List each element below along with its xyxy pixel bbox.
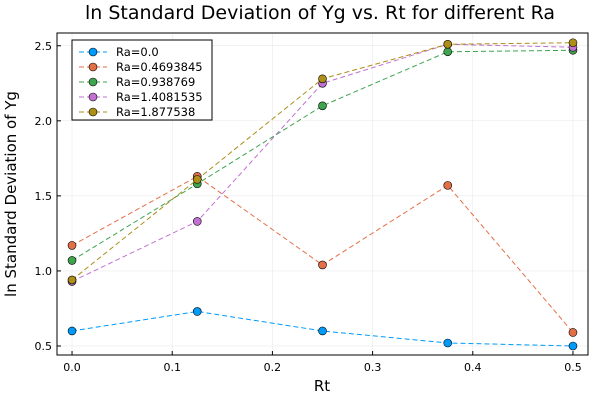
x-tick-label: 0.3: [364, 361, 382, 374]
series-1: [67, 307, 578, 351]
series-line: [71, 310, 573, 347]
legend-entry: Ra=1.877538: [79, 105, 195, 119]
legend: Ra=0.0Ra=0.4693845Ra=0.938769Ra=1.408153…: [71, 39, 213, 121]
legend-marker: [88, 62, 98, 72]
data-point: [443, 47, 453, 57]
data-point: [318, 101, 327, 111]
legend-label: Ra=0.938769: [116, 75, 195, 89]
series-5: [67, 38, 578, 285]
series-line: [71, 175, 574, 333]
legend-entry: Ra=1.4081535: [79, 90, 203, 104]
legend-marker: [88, 77, 98, 87]
legend-label: Ra=0.0: [116, 45, 159, 59]
data-point: [318, 326, 327, 336]
data-point: [67, 326, 77, 336]
legend-entry: Ra=0.0: [79, 45, 159, 59]
data-point: [192, 175, 202, 184]
plot-frame: [56, 32, 589, 356]
legend-label: Ra=0.4693845: [116, 60, 203, 74]
legend-marker: [88, 107, 98, 117]
legend-marker: [88, 47, 98, 57]
y-tick-label: 1.0: [35, 265, 53, 278]
y-tick-label: 2.5: [35, 40, 53, 53]
x-axis-title: Rt: [314, 377, 330, 395]
legend-entry: Ra=0.4693845: [79, 60, 203, 74]
y-tick-label: 1.5: [35, 190, 53, 203]
legend-label: Ra=1.4081535: [116, 90, 203, 104]
series-line: [71, 49, 573, 261]
y-tick-label: 0.5: [35, 340, 53, 353]
plot-series: [67, 38, 578, 351]
chart-title: ln Standard Deviation of Yg vs. Rt for d…: [85, 2, 555, 24]
data-point: [443, 39, 453, 49]
data-point: [192, 217, 202, 226]
data-point: [192, 307, 202, 316]
data-point: [568, 38, 578, 48]
y-axis-ticks: 0.5 1.0 1.5 2.0 2.5: [35, 40, 61, 353]
y-tick-label: 2.0: [35, 115, 53, 128]
data-point: [67, 241, 77, 250]
data-point: [568, 341, 578, 351]
legend-entry: Ra=0.938769: [79, 75, 195, 89]
data-point: [443, 338, 453, 348]
data-point: [67, 275, 77, 285]
y-axis-title: ln Standard Deviation of Yg: [2, 91, 20, 297]
legend-label: Ra=1.877538: [116, 105, 195, 119]
x-tick-label: 0.1: [163, 361, 181, 374]
data-point: [318, 74, 327, 84]
x-tick-label: 0.0: [63, 361, 81, 374]
series-line: [71, 43, 573, 282]
legend-marker: [88, 92, 98, 102]
x-tick-label: 0.5: [564, 361, 582, 374]
x-axis-ticks: 0.0 0.1 0.2 0.3 0.4 0.5: [63, 351, 582, 374]
data-point: [443, 181, 453, 190]
data-point: [318, 260, 327, 270]
series-2: [67, 172, 578, 337]
data-point: [67, 256, 77, 265]
data-point: [568, 328, 578, 337]
x-tick-label: 0.2: [264, 361, 282, 374]
x-tick-label: 0.4: [464, 361, 482, 374]
